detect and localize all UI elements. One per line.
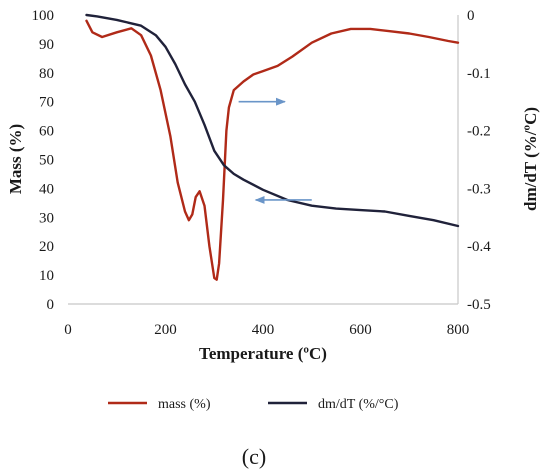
x-tick-label: 200 bbox=[154, 322, 177, 338]
y-left-tick-label: 40 bbox=[39, 181, 54, 197]
y-right-tick-label: -0.5 bbox=[467, 297, 491, 313]
y-right-axis-title: dm/dT (%/ºC) bbox=[521, 107, 540, 211]
y-right-tick-label: -0.3 bbox=[467, 181, 491, 197]
annotation-layer bbox=[238, 97, 312, 204]
y-left-tick-label: 90 bbox=[39, 37, 54, 53]
y-left-tick-label: 60 bbox=[39, 124, 54, 140]
x-tick-label: 400 bbox=[252, 322, 275, 338]
legend-label-dmdt: dm/dT (%/°C) bbox=[318, 397, 399, 412]
y-left-tick-label: 100 bbox=[32, 8, 55, 24]
y-right-tick-label: -0.4 bbox=[467, 239, 491, 255]
panel-label: (c) bbox=[242, 444, 266, 469]
series-line-mass bbox=[85, 19, 460, 281]
y-left-tick-label: 70 bbox=[39, 95, 54, 111]
y-left-tick-label: 80 bbox=[39, 66, 54, 82]
y-left-tick-label: 0 bbox=[47, 297, 55, 313]
series-layer bbox=[85, 13, 460, 281]
y-left-tick-label: 30 bbox=[39, 210, 54, 226]
y-right-tick-label: -0.2 bbox=[467, 124, 491, 140]
x-tick-label: 0 bbox=[64, 322, 72, 338]
y-left-axis-title: Mass (%) bbox=[6, 124, 25, 194]
legend: mass (%) dm/dT (%/°C) bbox=[108, 397, 399, 412]
x-tick-label: 600 bbox=[349, 322, 372, 338]
legend-label-mass: mass (%) bbox=[158, 397, 211, 412]
axes bbox=[68, 15, 459, 305]
series-line-dmdt bbox=[85, 13, 460, 228]
y-left-tick-label: 10 bbox=[39, 268, 54, 284]
y-right-tick-label: 0 bbox=[467, 8, 475, 24]
x-axis-title: Temperature (ºC) bbox=[199, 344, 327, 363]
y-right-tick-label: -0.1 bbox=[467, 66, 491, 82]
y-left-tick-label: 20 bbox=[39, 239, 54, 255]
y-right-tick-labels: -0.5 -0.4 -0.3 -0.2 -0.1 0 bbox=[467, 8, 491, 313]
x-tick-label: 800 bbox=[447, 322, 470, 338]
y-left-tick-label: 50 bbox=[39, 153, 54, 169]
y-left-tick-labels: 0 10 20 30 40 50 60 70 80 90 100 bbox=[32, 8, 55, 313]
x-tick-labels: 0 200 400 600 800 bbox=[64, 322, 469, 338]
